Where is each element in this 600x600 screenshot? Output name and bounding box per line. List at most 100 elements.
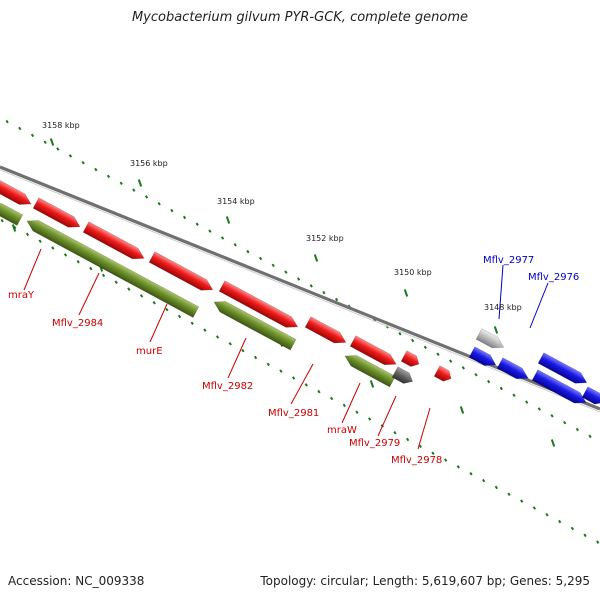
inner-tick-marks [0, 218, 600, 544]
outer-tick [334, 297, 339, 302]
forward-gene-arrow [218, 280, 299, 328]
inner-tick [456, 465, 460, 469]
label-leader [341, 382, 361, 424]
label-leader-lines [23, 248, 549, 450]
label-leader [23, 248, 42, 291]
forward-gene-arrow [304, 316, 347, 344]
inner-tick [114, 280, 118, 284]
inner-tick [215, 335, 220, 339]
outer-tick [411, 338, 415, 343]
scale-kbp-label: 3158 kbp [42, 121, 80, 130]
inner-tick [406, 437, 410, 442]
forward-gene-arrow [32, 197, 81, 228]
outer-tick-marks [5, 119, 592, 439]
inner-tick [342, 403, 346, 408]
pseudo-gene-segment [391, 366, 414, 384]
inner-tick [596, 540, 600, 544]
other-gene-arrow [496, 357, 529, 380]
outer-tick [170, 208, 174, 213]
gene-label: mraW [327, 425, 357, 436]
inner-tick [494, 485, 498, 490]
inner-tick [76, 259, 80, 264]
inner-tick [558, 519, 562, 524]
major-tick [225, 216, 231, 224]
outer-tick [18, 126, 22, 131]
inner-tick [152, 301, 156, 305]
inner-tick [583, 533, 587, 538]
inner-tick [317, 389, 321, 394]
scale-kbp-label: 3152 kbp [306, 234, 344, 243]
scale-kbp-label: 3154 kbp [217, 197, 255, 206]
outer-tick [68, 154, 73, 158]
label-leader [149, 303, 168, 343]
inner-tick [177, 314, 182, 319]
inner-tick [444, 458, 448, 462]
major-tick [137, 179, 143, 187]
inner-tick [165, 307, 169, 312]
inner-tick [469, 472, 473, 476]
major-tick [459, 406, 465, 414]
reverse-gene-arrow [26, 220, 200, 318]
major-tick [403, 289, 409, 297]
inner-tick [38, 239, 42, 243]
outer-tick [537, 407, 541, 411]
scale-kbp-label: 3156 kbp [130, 159, 168, 168]
inner-tick [532, 506, 536, 510]
outer-tick [588, 434, 592, 439]
outer-tick [81, 160, 85, 165]
forward-gene-arrow [400, 350, 420, 367]
forward-gene-arrow [0, 178, 32, 205]
inner-tick [482, 478, 486, 483]
map-title: Mycobacterium gilvum PYR-GCK, complete g… [131, 10, 469, 25]
outer-tick [208, 229, 212, 233]
inner-tick [418, 444, 422, 449]
outer-tick [575, 427, 580, 432]
inner-tick [0, 218, 4, 223]
outer-tick [550, 414, 554, 418]
gene-label: Mflv_2977 [483, 255, 535, 266]
outer-tick [94, 167, 98, 172]
reverse-gene-arrow [213, 301, 297, 351]
gene-label: Mflv_2979 [349, 438, 401, 449]
major-tick [493, 326, 499, 334]
inner-tick [203, 328, 207, 332]
outer-tick [246, 249, 250, 254]
inner-tick [355, 410, 359, 414]
outer-tick [322, 290, 326, 295]
major-tick [11, 224, 17, 232]
outer-tick [487, 379, 491, 384]
gene-label: mraY [8, 290, 35, 301]
outer-tick [43, 140, 47, 144]
inner-tick [431, 451, 435, 455]
major-tick [49, 138, 55, 146]
accession-text: Accession: NC_009338 [8, 574, 145, 588]
outer-tick [132, 188, 136, 192]
outer-tick [5, 119, 9, 124]
outer-tick [296, 277, 301, 281]
outer-tick [56, 147, 60, 151]
other-gene-arrow [468, 346, 497, 366]
outer-tick [182, 215, 187, 220]
outer-tick [258, 256, 263, 261]
gene-label: murE [136, 346, 163, 357]
gene-label: Mflv_2981 [268, 408, 320, 419]
other-gene-arrow [537, 352, 588, 384]
forward-gene-arrow [349, 335, 397, 366]
other-gene-arrow [531, 369, 587, 404]
label-leader [417, 407, 431, 450]
topology-stats-text: Topology: circular; Length: 5,619,607 bp… [260, 574, 590, 588]
backbone-highlight [0, 169, 600, 413]
inner-tick [190, 321, 194, 326]
inner-tick [545, 513, 549, 517]
outer-tick [157, 202, 161, 206]
inner-tick [266, 362, 270, 367]
outer-tick [499, 386, 503, 391]
forward-gene-arrow [148, 251, 214, 291]
inner-tick [367, 417, 372, 421]
major-tick [369, 380, 375, 388]
inner-tick [241, 348, 245, 353]
outer-tick [220, 236, 225, 240]
inner-tick [89, 266, 93, 271]
inner-tick [228, 342, 232, 346]
pseudo-gene-segment [475, 328, 505, 349]
